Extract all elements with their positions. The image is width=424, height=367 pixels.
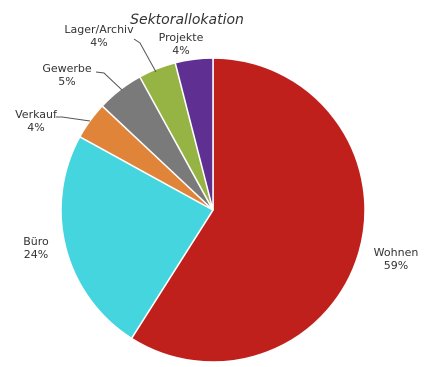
- slice-label: Lager/Archiv 4%: [64, 23, 134, 49]
- slice-percent: 4%: [172, 44, 189, 57]
- slice-name: Wohnen: [374, 246, 419, 259]
- pie-slice-wohnen: [130, 57, 366, 363]
- slice-label: Büro 24%: [23, 235, 49, 261]
- slice-percent: 59%: [384, 259, 408, 272]
- slice-label: Verkauf 4%: [15, 108, 58, 134]
- slice-label: Projekte 4%: [159, 31, 204, 57]
- slice-name: Lager/Archiv: [64, 23, 134, 36]
- slice-label: Wohnen 59%: [374, 246, 419, 272]
- slice-percent: 5%: [58, 75, 75, 88]
- slice-percent: 4%: [27, 121, 44, 134]
- slice-name: Gewerbe: [42, 62, 92, 75]
- pie-slice-projekte: [174, 57, 214, 211]
- leader-line: [56, 116, 91, 122]
- leader-line: [133, 38, 157, 73]
- pie-slice-büro: [60, 135, 215, 340]
- chart-title: Sektorallokation: [130, 12, 244, 28]
- slice-name: Verkauf: [15, 108, 58, 121]
- slice-percent: 24%: [24, 248, 48, 261]
- slice-label: Gewerbe 5%: [42, 62, 92, 88]
- slice-name: Projekte: [159, 31, 204, 44]
- slice-percent: 4%: [90, 36, 107, 49]
- slice-name: Büro: [23, 235, 49, 248]
- leader-line: [95, 71, 123, 91]
